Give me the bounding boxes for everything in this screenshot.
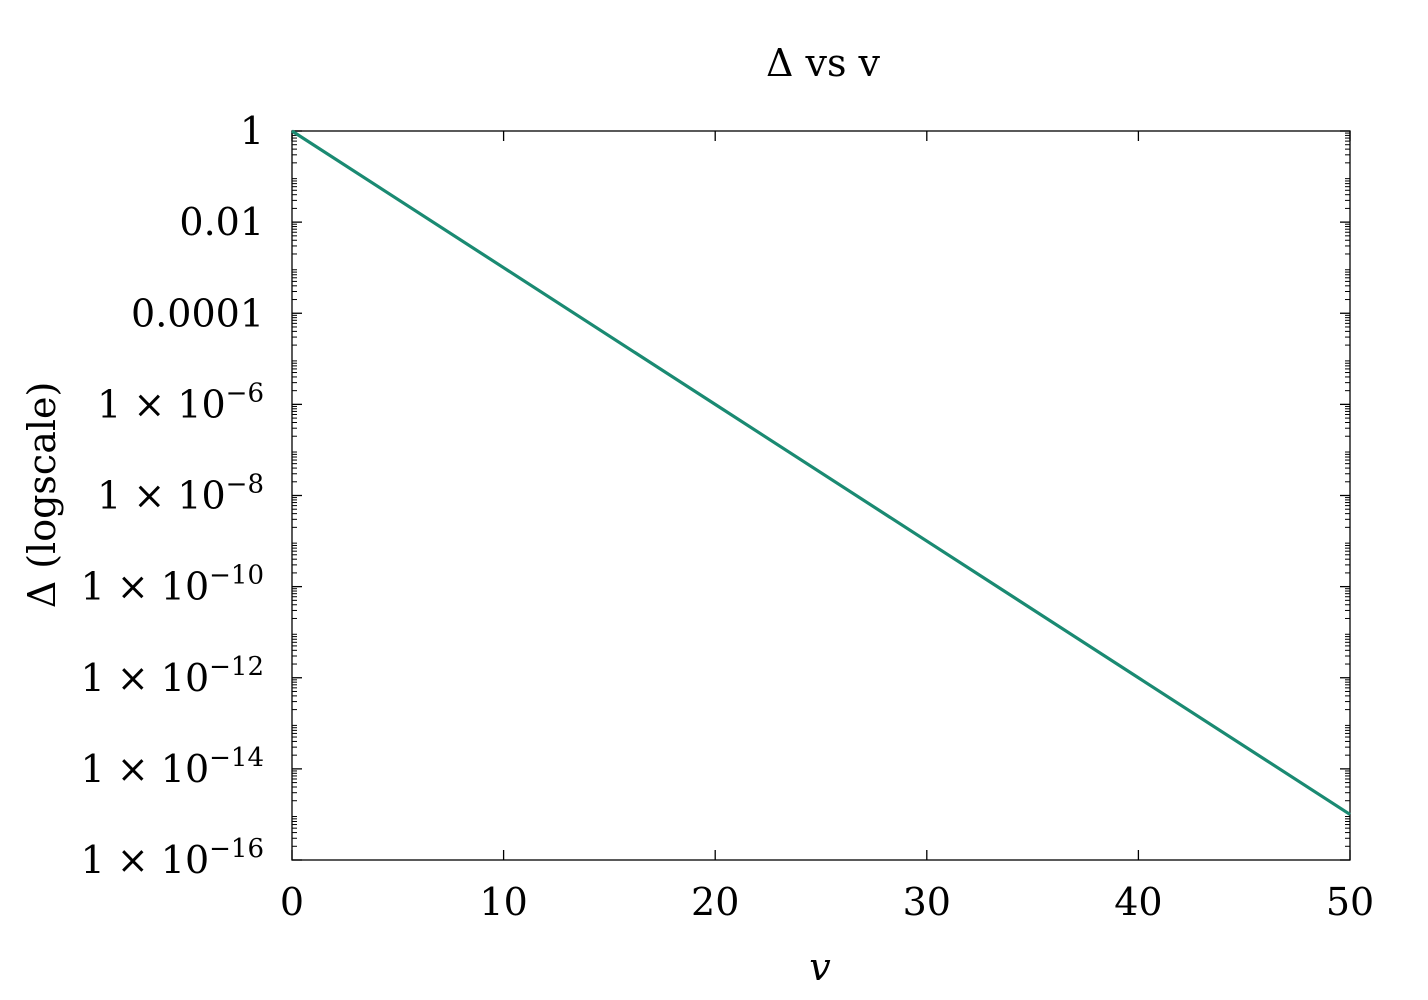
y-axis-label: Δ (logscale) xyxy=(20,382,64,609)
y-tick-label: 1 × 10−6 xyxy=(97,378,264,426)
y-tick-label-base: 1 × 10 xyxy=(81,747,210,791)
y-tick-label: 0.01 xyxy=(179,200,264,244)
y-tick-label-base: 1 × 10 xyxy=(97,382,226,426)
y-tick-label: 1 × 10−8 xyxy=(97,470,264,518)
y-tick-label-base: 1 × 10 xyxy=(81,656,210,700)
y-tick-label: 1 xyxy=(240,109,264,153)
y-tick-label-exponent: −6 xyxy=(226,378,264,408)
y-tick-label-exponent: −12 xyxy=(209,652,264,682)
x-axis-label: v xyxy=(809,945,831,989)
plot-frame xyxy=(291,130,1351,861)
x-tick-label: 0 xyxy=(280,880,304,924)
x-tick-label: 20 xyxy=(691,880,739,924)
x-tick-label: 30 xyxy=(903,880,951,924)
y-tick-label: 1 × 10−14 xyxy=(81,743,264,791)
y-tick-label-base: 1 × 10 xyxy=(97,474,226,518)
y-tick-label: 1 × 10−10 xyxy=(81,561,264,609)
y-tick-label-exponent: −8 xyxy=(226,470,264,500)
y-tick-label: 0.0001 xyxy=(131,291,264,335)
y-tick-label: 1 × 10−16 xyxy=(81,834,264,882)
y-tick-label: 1 × 10−12 xyxy=(81,652,264,700)
x-tick-label: 50 xyxy=(1326,880,1374,924)
x-tick-label: 40 xyxy=(1114,880,1162,924)
y-tick-label-exponent: −14 xyxy=(209,743,264,773)
x-tick-label: 10 xyxy=(479,880,527,924)
y-tick-label-exponent: −16 xyxy=(209,834,264,864)
chart-title: Δ vs v xyxy=(766,41,881,85)
series-line xyxy=(291,129,1351,816)
y-tick-label-base: 1 × 10 xyxy=(81,838,210,882)
y-tick-label-exponent: −10 xyxy=(209,561,264,591)
y-tick-label-base: 1 × 10 xyxy=(81,565,210,609)
